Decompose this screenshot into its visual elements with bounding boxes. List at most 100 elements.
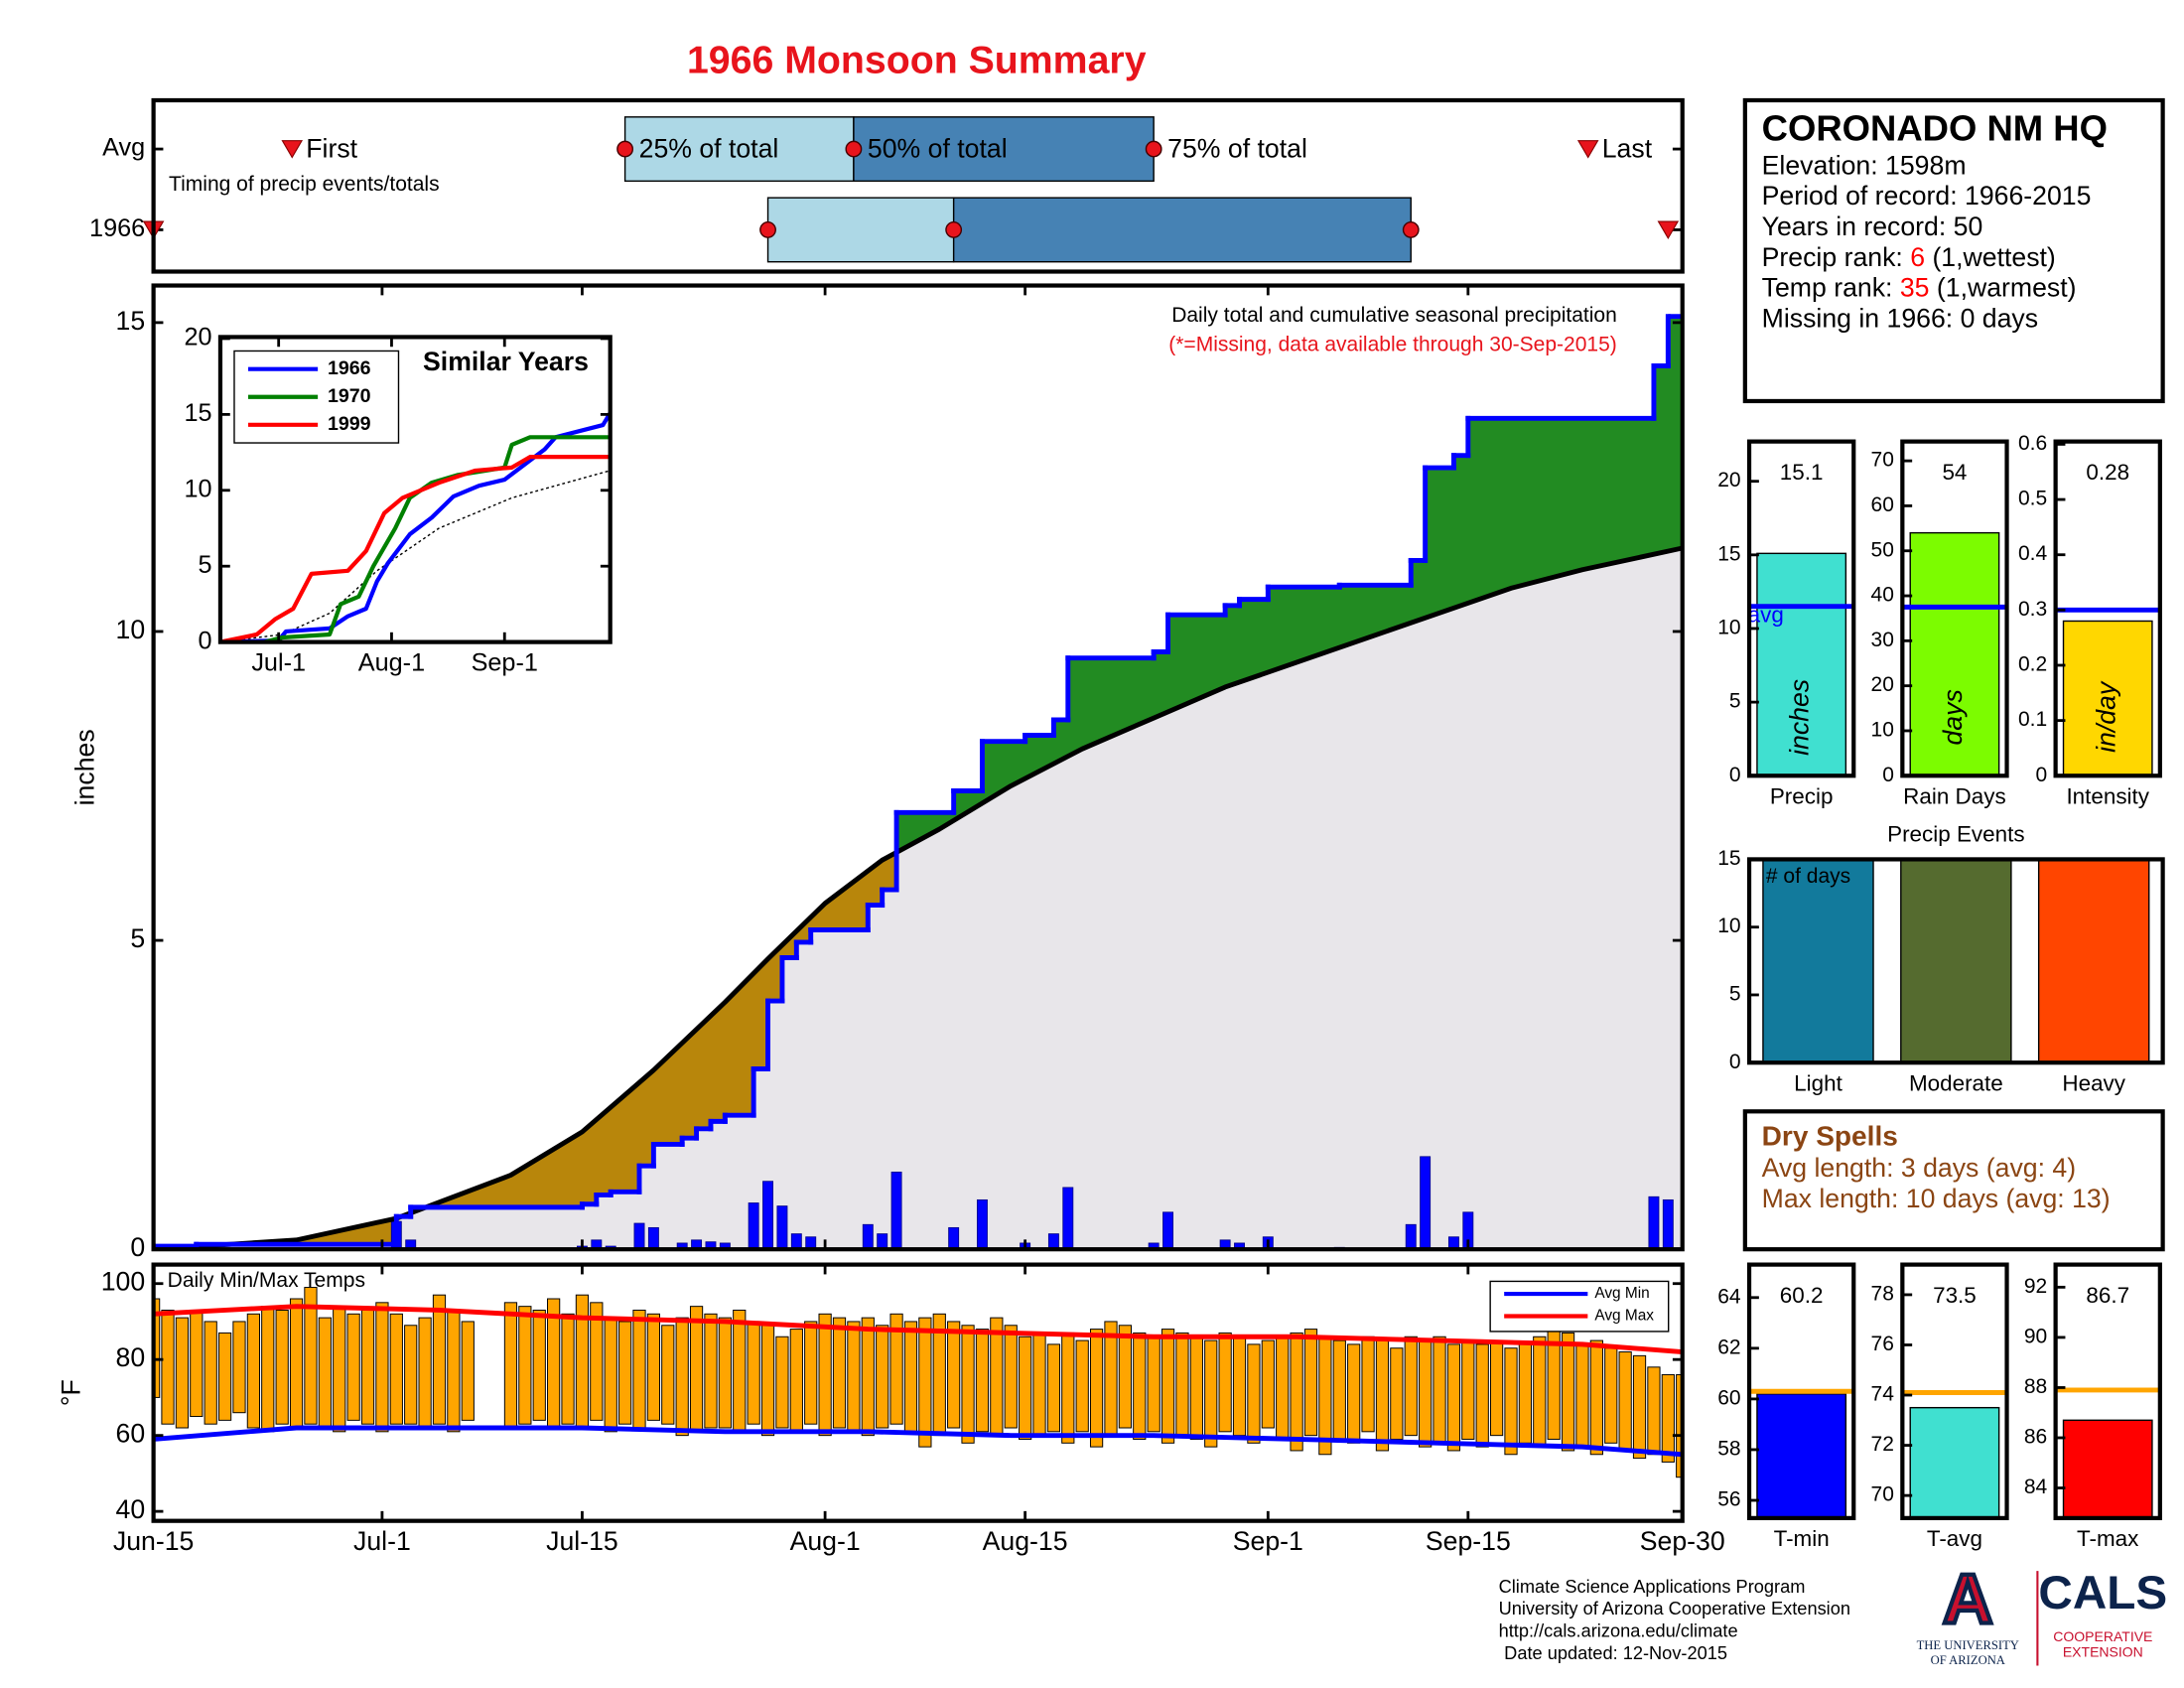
- cals-logo: CALS: [2038, 1567, 2167, 1619]
- data-label: 73.5: [1933, 1283, 1977, 1308]
- dry-spells-line: Avg length: 3 days (avg: 4): [1762, 1153, 2076, 1183]
- cals-logo-text: EXTENSION: [2063, 1644, 2143, 1660]
- panel-frame: [217, 335, 613, 644]
- panel-frame: [151, 1262, 1685, 1523]
- station-line: Period of record: 1966-2015: [1762, 181, 2092, 211]
- x-tick-label: Heavy: [2062, 1071, 2125, 1096]
- inset-title: Similar Years: [423, 347, 589, 376]
- panel-frame: [1746, 439, 1856, 778]
- temp-range-bar: [1075, 1339, 1089, 1433]
- temp-range-bar: [775, 1336, 789, 1429]
- daily-precip-bar: [1462, 1211, 1474, 1250]
- y-tick-label: 50: [1871, 538, 1894, 561]
- temp-range-bar: [289, 1298, 304, 1429]
- y-tick-label: 0: [1882, 764, 1894, 786]
- footer-line: http://cals.arizona.edu/climate: [1499, 1620, 1738, 1641]
- rank-line: Precip rank: 6 (1,wettest): [1762, 242, 2056, 272]
- y-tick-label: 56: [1717, 1488, 1740, 1511]
- temp-range-bar: [847, 1321, 861, 1433]
- panel-frame: [1746, 857, 2165, 1065]
- x-tick-label: Jun-15: [113, 1526, 194, 1556]
- y-tick-label: 0: [2036, 764, 2048, 786]
- temp-range-bar: [1604, 1347, 1618, 1444]
- marker-label: Last: [1602, 134, 1653, 164]
- plot-area: [153, 1287, 1683, 1478]
- x-tick-label: T-max: [2077, 1526, 2138, 1551]
- y-tick-label: 0.2: [2018, 653, 2047, 676]
- daily-precip-bar: [948, 1226, 960, 1250]
- dry-spells-line: Max length: 10 days (avg: 13): [1762, 1184, 2111, 1213]
- y-tick-label: 20: [184, 324, 211, 352]
- temp-range-bar: [447, 1309, 461, 1433]
- y-tick-label: 5: [198, 551, 211, 579]
- timing-marker: [845, 140, 863, 158]
- timing-note: Timing of precip events/totals: [169, 173, 440, 196]
- temp-range-bar: [275, 1309, 289, 1425]
- bar: [2062, 620, 2153, 776]
- temp-range-bar: [1475, 1343, 1489, 1448]
- temp-range-bar: [1261, 1339, 1275, 1429]
- timing-marker: [1402, 221, 1420, 238]
- daily-precip-bar: [776, 1205, 788, 1250]
- temp-range-bar: [432, 1294, 447, 1425]
- temp-range-bar: [947, 1321, 961, 1429]
- daily-precip-bar: [1162, 1211, 1174, 1250]
- temp-range-bar: [1046, 1343, 1061, 1433]
- temp-range-bar: [990, 1317, 1004, 1437]
- panel-title: Precip Events: [1887, 822, 2024, 847]
- temp-range-bar: [689, 1306, 704, 1433]
- timing-marker: [1576, 140, 1599, 159]
- temp-range-bar: [261, 1306, 275, 1433]
- y-axis-label: °F: [56, 1379, 85, 1406]
- y-tick-label: 0.6: [2018, 432, 2047, 455]
- rank-line: Temp rank: 35 (1,warmest): [1762, 273, 2077, 303]
- rank-label: Precip rank:: [1762, 242, 1903, 272]
- footer-line: Date updated: 12-Nov-2015: [1504, 1642, 1727, 1663]
- daily-precip-bar: [877, 1233, 888, 1250]
- data-label: 0.28: [2086, 460, 2129, 485]
- temp-range-bar: [1489, 1339, 1504, 1437]
- marker-label: First: [306, 134, 357, 164]
- footer-line: Climate Science Applications Program: [1499, 1576, 1806, 1597]
- temp-range-bar: [1361, 1336, 1375, 1433]
- temp-range-bar: [1004, 1325, 1018, 1429]
- temp-range-bar: [1089, 1329, 1104, 1448]
- x-tick-label: Sep-1: [472, 649, 538, 677]
- daily-precip-bar: [1047, 1233, 1059, 1250]
- y-tick-label: 62: [1717, 1336, 1740, 1358]
- x-tick-label: Jul-15: [546, 1526, 618, 1556]
- x-tick-label: Rain Days: [1903, 784, 2006, 809]
- temp-range-bar: [1533, 1336, 1547, 1448]
- y-tick-label: 30: [1871, 629, 1894, 651]
- marker-label: 50% of total: [868, 134, 1008, 164]
- y-tick-label: 80: [116, 1342, 146, 1372]
- plot-area: [1902, 531, 2007, 776]
- temp-range-bar: [1561, 1332, 1575, 1452]
- temp-range-bar: [1147, 1336, 1160, 1433]
- bar: [2062, 1419, 2153, 1518]
- rank-note: (1,warmest): [1937, 273, 2077, 303]
- temp-range-bar: [818, 1313, 832, 1437]
- temp-range-bar: [561, 1313, 575, 1425]
- base-area: [153, 547, 1683, 1250]
- daily-precip-bar: [748, 1202, 759, 1250]
- station-name: CORONADO NM HQ: [1762, 107, 2108, 148]
- daily-precip-bar: [862, 1223, 874, 1250]
- temp-range-bar: [304, 1287, 318, 1425]
- temp-range-bar: [646, 1313, 660, 1421]
- daily-precip-bar: [705, 1241, 717, 1250]
- y-tick-label: 92: [2024, 1275, 2047, 1298]
- temp-range-bar: [747, 1321, 760, 1425]
- x-tick-label: Jul-1: [353, 1526, 411, 1556]
- temp-range-bar: [832, 1317, 847, 1429]
- temp-range-bar: [789, 1329, 803, 1433]
- temp-range-bar: [190, 1309, 204, 1418]
- temp-range-bar: [204, 1321, 217, 1425]
- x-tick-label: Light: [1794, 1071, 1843, 1096]
- timing-marker: [759, 221, 776, 238]
- y-tick-label: 100: [101, 1267, 145, 1297]
- timing-marker: [616, 140, 634, 158]
- plot-area: [219, 411, 611, 642]
